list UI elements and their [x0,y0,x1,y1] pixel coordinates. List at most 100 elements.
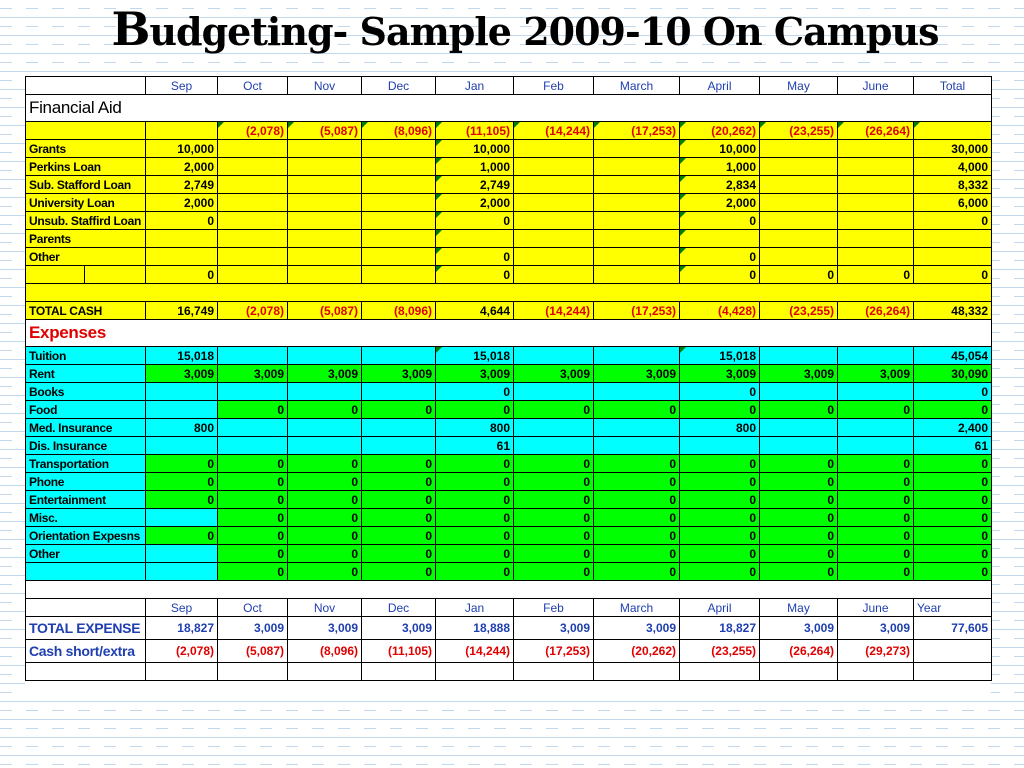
aid-cell[interactable] [145,229,218,248]
expense-cell[interactable]: 0 [837,454,914,473]
total-cash-cell[interactable]: (8,096) [361,301,436,320]
month-footer[interactable]: March [593,598,680,617]
aid-cell[interactable] [287,229,362,248]
expense-cell[interactable]: 0 [287,454,362,473]
expense-cell[interactable]: 3,009 [759,364,838,383]
expense-cell[interactable]: 0 [837,526,914,545]
cash-short-cell[interactable]: (26,264) [759,639,838,663]
expense-cell[interactable]: 0 [287,400,362,419]
expense-cell[interactable]: 0 [759,454,838,473]
aid-cell[interactable] [145,247,218,266]
carryover-cell[interactable]: (26,264) [837,121,914,140]
month-header[interactable]: June [837,76,914,95]
empty-cell[interactable] [361,662,436,681]
expense-cell[interactable]: 0 [759,562,838,581]
expense-cell[interactable]: 3,009 [513,364,594,383]
expense-cell[interactable] [837,382,914,401]
expense-label[interactable]: Misc. [25,508,146,527]
expense-cell[interactable]: 0 [217,526,288,545]
aid-label[interactable]: Unsub. Staffird Loan [25,211,146,230]
expense-cell[interactable]: 0 [759,544,838,563]
expense-cell[interactable]: 0 [435,526,514,545]
expense-cell[interactable]: 3,009 [145,364,218,383]
expense-cell[interactable] [593,346,680,365]
expense-cell[interactable]: 0 [913,544,992,563]
expense-cell[interactable]: 0 [217,400,288,419]
expense-cell[interactable]: 0 [513,490,594,509]
aid-cell[interactable] [759,157,838,176]
empty-cell[interactable] [145,662,218,681]
expense-cell[interactable]: 45,054 [913,346,992,365]
month-footer[interactable]: Jan [435,598,514,617]
aid-cell[interactable] [217,229,288,248]
expense-cell[interactable]: 0 [913,490,992,509]
aid-label[interactable]: Other [25,247,146,266]
expense-cell[interactable] [287,436,362,455]
expense-cell[interactable]: 0 [287,562,362,581]
expense-cell[interactable]: 0 [435,472,514,491]
expense-cell[interactable]: 0 [913,454,992,473]
expense-cell[interactable] [145,508,218,527]
cash-short-cell[interactable] [913,639,992,663]
carryover-cell[interactable]: (2,078) [217,121,288,140]
aid-cell[interactable]: 10,000 [435,139,514,158]
expense-cell[interactable]: 61 [913,436,992,455]
aid-cell[interactable] [593,193,680,212]
aid-cell[interactable] [759,211,838,230]
expense-cell[interactable] [837,436,914,455]
expense-cell[interactable]: 0 [513,526,594,545]
aid-cell[interactable] [913,247,992,266]
expense-cell[interactable]: 0 [361,562,436,581]
aid-cell[interactable] [361,193,436,212]
expense-cell[interactable] [513,382,594,401]
aid-cell[interactable] [287,139,362,158]
aid-cell[interactable] [837,211,914,230]
expense-cell[interactable] [837,418,914,437]
aid-cell[interactable]: 0 [145,265,218,284]
cash-short-cell[interactable]: (2,078) [145,639,218,663]
aid-cell[interactable]: 4,000 [913,157,992,176]
aid-cell[interactable] [513,211,594,230]
cash-short-cell[interactable]: (17,253) [513,639,594,663]
month-header[interactable]: Total [913,76,992,95]
expense-cell[interactable]: 0 [513,562,594,581]
aid-cell[interactable] [837,229,914,248]
aid-cell[interactable] [913,229,992,248]
expense-cell[interactable]: 15,018 [145,346,218,365]
expense-cell[interactable] [679,436,760,455]
aid-cell[interactable] [759,175,838,194]
expense-cell[interactable] [287,418,362,437]
expense-cell[interactable]: 0 [145,472,218,491]
month-header[interactable]: March [593,76,680,95]
expense-cell[interactable]: 0 [217,490,288,509]
month-header[interactable]: May [759,76,838,95]
expense-cell[interactable]: 0 [287,544,362,563]
aid-cell[interactable] [361,211,436,230]
aid-cell[interactable] [513,229,594,248]
expense-cell[interactable]: 0 [435,508,514,527]
total-expense-cell[interactable]: 3,009 [837,616,914,640]
aid-cell[interactable]: 30,000 [913,139,992,158]
expense-cell[interactable]: 0 [837,400,914,419]
aid-cell[interactable] [593,157,680,176]
expense-cell[interactable]: 0 [435,382,514,401]
aid-cell[interactable] [679,229,760,248]
aid-cell[interactable]: 10,000 [679,139,760,158]
carryover-sep[interactable] [145,121,218,140]
empty-cell[interactable] [513,662,594,681]
blank-cell[interactable] [25,580,992,599]
aid-cell[interactable] [513,265,594,284]
aid-cell[interactable] [837,247,914,266]
aid-cell[interactable] [837,157,914,176]
expense-label[interactable]: Transportation [25,454,146,473]
aid-cell[interactable] [287,247,362,266]
expense-cell[interactable]: 0 [913,472,992,491]
expense-cell[interactable]: 0 [435,544,514,563]
total-expense-cell[interactable]: 3,009 [287,616,362,640]
aid-cell[interactable] [837,193,914,212]
aid-cell[interactable] [759,193,838,212]
expense-cell[interactable]: 3,009 [217,364,288,383]
expense-cell[interactable]: 0 [145,526,218,545]
total-expense-cell[interactable]: 3,009 [593,616,680,640]
month-footer[interactable]: Dec [361,598,436,617]
